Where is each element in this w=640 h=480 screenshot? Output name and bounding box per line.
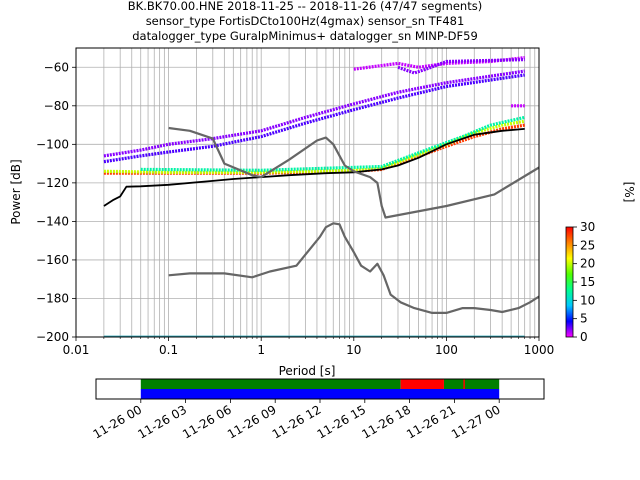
time-tick-label: 11-26 15 [315,402,369,441]
y-tick-label: −140 [36,214,69,228]
y-tick-label: −100 [36,137,69,151]
colorbar-tick-label: 15 [580,275,595,289]
y-tick-label: −160 [36,253,69,267]
time-tick-label: 11-27 00 [449,402,503,441]
psd-mode-line [103,128,525,207]
time-tick-label: 11-26 21 [404,402,458,441]
noise-model-low-line [168,222,540,314]
heatmap-band-4 [103,69,525,158]
x-tick-label: 1 [257,343,265,357]
time-tick-label: 11-26 09 [225,402,279,441]
colorbar-tick-label: 5 [580,312,588,326]
coverage-red-segment [400,379,444,389]
axis-ticks: 0.01 0.1 1 10 100 1000 −200 −180 −160 −140 −120 −10… [36,60,554,357]
x-tick-label: 100 [435,343,458,357]
coverage-data-segment [140,389,500,399]
y-tick-label: −200 [36,330,69,344]
curves [103,126,540,314]
time-tick-label: 11-26 12 [270,402,324,441]
grid [75,48,539,338]
psd-plot: 0.01 0.1 1 10 100 1000 −200 −180 −160 −140 −120 −10… [9,47,554,378]
time-tick-label: 11-26 18 [359,402,413,441]
coverage-green-segment [443,379,500,389]
heatmap-band-1 [103,119,525,174]
title-line-2: sensor_type FortisDCto100Hz(4gmax) senso… [146,14,465,28]
heatmap-band-3 [103,73,525,164]
colorbar-tick-label: 25 [580,238,595,252]
x-tick-label: 0.1 [159,343,178,357]
coverage-green-segment [140,379,401,389]
y-tick-label: −60 [44,60,69,74]
y-axis-label: Power [dB] [9,159,23,224]
colorbar-label: [%] [622,182,636,203]
time-tick-label: 11-26 03 [135,402,189,441]
x-tick-label: 0.01 [63,343,90,357]
time-tick-label: 11-26 06 [180,402,234,441]
colorbar-tick-label: 0 [580,330,588,344]
colorbar-gradient [565,226,574,338]
x-axis-label: Period [s] [279,364,336,378]
plot-area [76,48,539,337]
time-tick-label: 11-26 00 [91,402,145,441]
plot-frame [75,47,540,338]
x-tick-label: 10 [346,343,361,357]
title-line-1: BK.BK70.00.HNE 2018-11-25 -- 2018-11-26 … [128,0,482,13]
y-tick-label: −180 [36,291,69,305]
heatmap-band-2 [140,115,526,172]
title-line-3: datalogger_type GuralpMinimus+ datalogge… [132,29,478,43]
colorbar-ticks: 0 5 10 15 20 25 30 [573,220,595,344]
coverage-red-mark [463,379,465,389]
y-tick-label: −80 [44,99,69,113]
noise-model-high-line [168,126,540,219]
colorbar-tick-label: 20 [580,257,595,271]
y-tick-label: −120 [36,176,69,190]
colorbar-tick-label: 30 [580,220,595,234]
x-tick-label: 1000 [524,343,555,357]
figure-title: BK.BK70.00.HNE 2018-11-25 -- 2018-11-26 … [128,0,482,43]
colorbar: 0 5 10 15 20 25 30 [%] [565,182,636,344]
colorbar-tick-label: 10 [580,293,595,307]
coverage-bars [140,379,500,399]
